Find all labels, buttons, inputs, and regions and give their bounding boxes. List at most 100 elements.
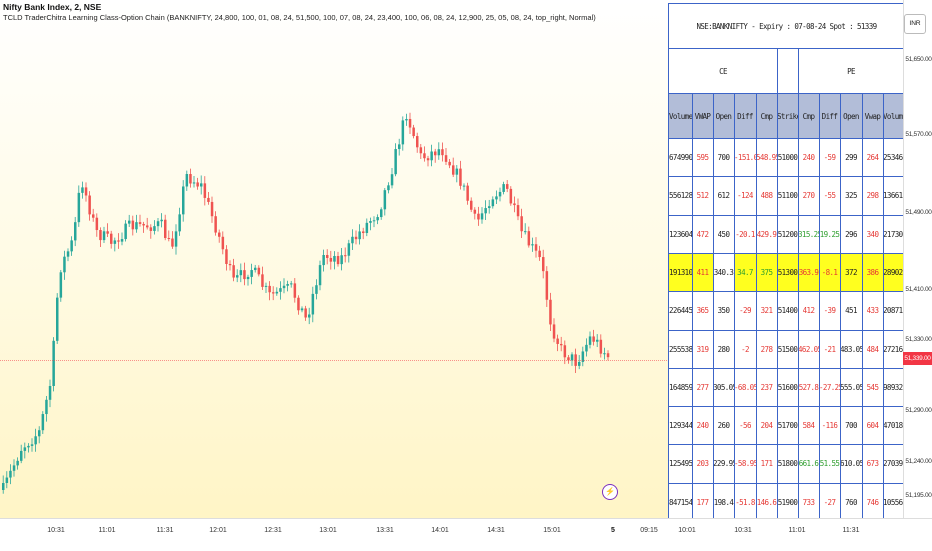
candle-body xyxy=(12,465,16,471)
candle-body xyxy=(228,264,232,266)
candle-body xyxy=(293,283,297,298)
table-cell: 296 xyxy=(845,229,857,239)
table-cell: 340 xyxy=(866,229,879,239)
candle-body xyxy=(509,188,513,204)
candle-body xyxy=(167,237,171,239)
table-divider xyxy=(862,177,863,216)
candle-body xyxy=(20,450,23,461)
candle-body xyxy=(592,336,595,342)
candle-body xyxy=(149,227,153,231)
candle-body xyxy=(308,314,311,318)
table-cell: 462.05 xyxy=(798,344,819,354)
table-cell: 51600 xyxy=(777,382,798,392)
candle-body xyxy=(452,165,455,175)
table-divider xyxy=(692,94,693,139)
table-divider xyxy=(883,407,884,446)
table-divider xyxy=(819,330,820,369)
column-header: Cmp xyxy=(760,112,773,121)
table-divider xyxy=(734,292,735,331)
table-cell: -27.25 xyxy=(819,382,840,392)
candle-body xyxy=(498,191,502,197)
candle-body xyxy=(297,297,300,311)
table-cell: 299 xyxy=(845,153,857,162)
table-divider xyxy=(713,292,714,331)
candle-body xyxy=(527,231,531,246)
table-cell: 472 xyxy=(696,229,709,239)
candle-body xyxy=(95,217,99,231)
candle-body xyxy=(185,174,189,187)
table-cell: 2534635 xyxy=(883,153,904,162)
table-divider xyxy=(862,407,863,446)
candle-body xyxy=(408,118,412,128)
candle-body xyxy=(74,222,77,241)
table-divider xyxy=(777,139,778,178)
table-cell: -151.05 xyxy=(734,153,756,162)
table-divider xyxy=(798,292,799,331)
table-row: 1293440 240 260 -56 204 51700 584 -116 700 604 470… xyxy=(669,406,904,446)
table-cell: 51000 xyxy=(777,153,798,162)
table-divider xyxy=(798,177,799,216)
option-chain-table: NSE:BANKNIFTY - Expiry : 07-08-24 Spot :… xyxy=(668,3,905,522)
candle-body xyxy=(146,225,149,228)
table-divider xyxy=(756,94,757,139)
table-cell: 171 xyxy=(760,459,773,469)
table-cell: 556128 xyxy=(669,191,692,201)
candle-body xyxy=(516,205,520,217)
candle-body xyxy=(531,244,534,246)
price-tick: 51,410.00 xyxy=(905,286,932,293)
table-cell: 989327 xyxy=(883,382,904,392)
table-divider xyxy=(840,407,841,446)
table-cell: 1293440 xyxy=(669,421,692,431)
table-divider xyxy=(734,94,735,139)
candle-body xyxy=(318,265,322,286)
table-divider xyxy=(713,215,714,254)
chart-plot-area[interactable]: Nifty Bank Index, 2, NSE TCLD TraderChit… xyxy=(0,0,898,518)
table-cell: 847154 xyxy=(669,497,692,507)
table-divider xyxy=(798,407,799,446)
time-tick: 12:31 xyxy=(264,527,282,534)
candle-body xyxy=(34,436,37,445)
table-divider xyxy=(756,177,757,216)
table-divider xyxy=(777,49,778,94)
time-axis[interactable]: 10:31 11:01 11:31 12:01 12:31 13:01 13:31 14:01… xyxy=(0,518,932,551)
table-divider xyxy=(819,368,820,408)
table-cell: 105560 xyxy=(883,497,904,507)
candle-body xyxy=(275,291,279,294)
table-cell: 412 xyxy=(802,306,815,316)
time-tick: 10:31 xyxy=(47,527,65,534)
table-divider xyxy=(883,215,884,254)
table-cell: 305.05 xyxy=(713,382,734,392)
chain-side-row: CE PE xyxy=(669,48,904,94)
table-divider xyxy=(883,139,884,178)
column-header: VWAP xyxy=(694,112,711,121)
table-divider xyxy=(692,330,693,369)
candle-body xyxy=(495,196,498,200)
currency-label[interactable]: INR xyxy=(904,14,926,34)
table-divider xyxy=(756,139,757,178)
candle-body xyxy=(365,222,369,234)
table-cell: -56 xyxy=(739,421,751,431)
table-divider xyxy=(756,407,757,446)
candle-body xyxy=(599,339,603,354)
table-cell: 595 xyxy=(696,153,709,162)
indicator-legend[interactable]: TCLD TraderChitra Learning Class-Option … xyxy=(3,13,596,22)
candle-body xyxy=(63,256,66,273)
candle-body xyxy=(45,399,48,415)
symbol-title[interactable]: Nifty Bank Index, 2, NSE xyxy=(3,2,102,12)
table-divider xyxy=(692,368,693,408)
candle-body xyxy=(2,483,5,490)
table-divider xyxy=(798,139,799,178)
table-cell: 350 xyxy=(717,306,730,316)
table-cell: -59 xyxy=(823,153,836,162)
table-cell: 51300 xyxy=(777,267,798,277)
price-tick: 51,650.00 xyxy=(905,56,932,63)
candle-body xyxy=(243,270,246,280)
price-axis[interactable]: 51,650.00 51,570.00 51,490.00 51,410.00 51,3… xyxy=(903,0,932,518)
table-cell: 270390 xyxy=(883,459,904,469)
candle-body xyxy=(56,297,59,341)
candle-body xyxy=(124,223,127,240)
table-divider xyxy=(798,445,799,484)
flash-icon[interactable]: ⚡ xyxy=(602,484,618,500)
